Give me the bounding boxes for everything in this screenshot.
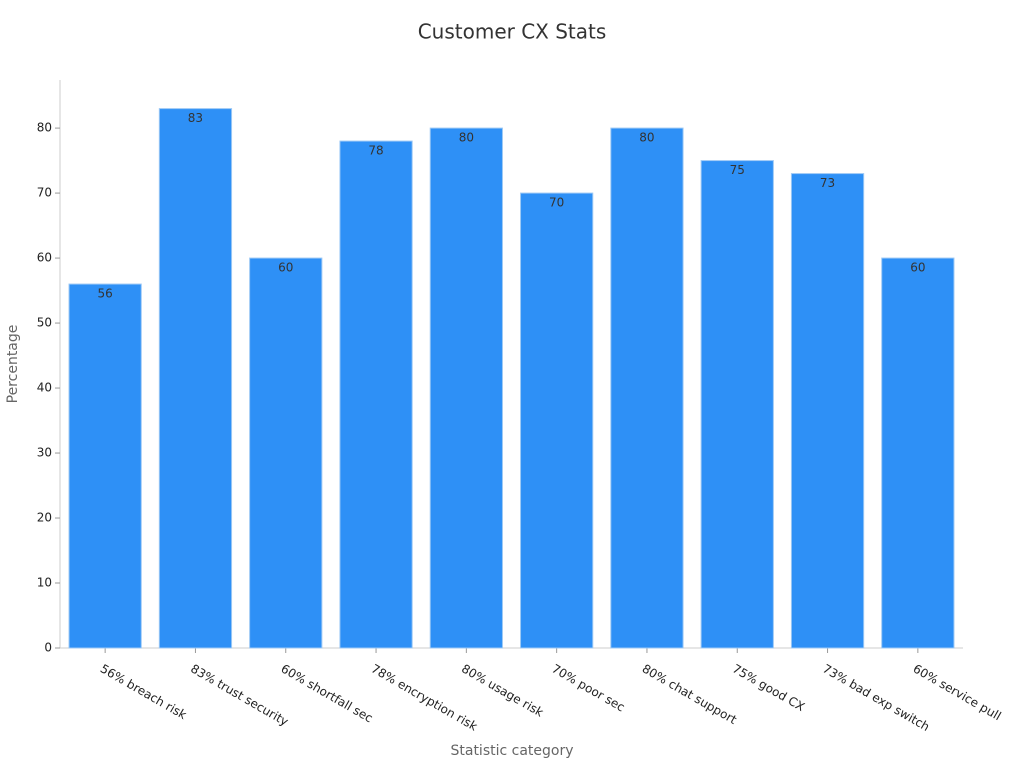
value-label: 80 <box>639 131 654 145</box>
y-axis-title: Percentage <box>5 325 21 404</box>
bar <box>881 257 955 649</box>
value-label: 80 <box>459 131 474 145</box>
bar <box>520 192 594 649</box>
x-tick-label: 60% service pull <box>911 662 1004 724</box>
bar <box>249 257 323 649</box>
value-label: 56 <box>98 287 113 301</box>
bar <box>68 283 142 649</box>
y-tick-label: 20 <box>37 511 52 525</box>
bar <box>158 108 233 649</box>
bar <box>790 173 865 649</box>
value-label: 75 <box>730 163 745 177</box>
x-tick-label: 75% good CX <box>730 662 807 715</box>
value-label: 83 <box>188 111 203 125</box>
y-tick-label: 10 <box>37 576 52 590</box>
y-tick-label: 50 <box>37 316 52 330</box>
value-label: 70 <box>549 196 564 210</box>
y-tick-label: 80 <box>37 121 52 135</box>
value-label: 73 <box>820 176 835 190</box>
x-tick-label: 56% breach risk <box>98 662 189 723</box>
bar <box>429 127 503 649</box>
value-label: 60 <box>910 261 925 275</box>
x-tick-label: 80% usage risk <box>459 662 546 720</box>
bar <box>610 127 684 649</box>
y-tick-label: 40 <box>37 381 52 395</box>
y-tick-label: 30 <box>37 446 52 460</box>
bar <box>339 140 413 649</box>
x-tick-label: 60% shortfall sec <box>279 662 376 726</box>
y-tick-label: 0 <box>44 641 52 655</box>
value-label: 78 <box>368 144 383 158</box>
x-tick-label: 83% trust security <box>188 662 291 729</box>
x-axis-title: Statistic category <box>450 743 573 759</box>
x-tick-label: 80% chat support <box>640 662 740 728</box>
value-label: 60 <box>278 261 293 275</box>
chart-title: Customer CX Stats <box>418 20 607 44</box>
y-tick-label: 60 <box>37 251 52 265</box>
bar <box>700 160 774 649</box>
x-tick-label: 70% poor sec <box>549 662 627 715</box>
y-tick-label: 70 <box>37 186 52 200</box>
